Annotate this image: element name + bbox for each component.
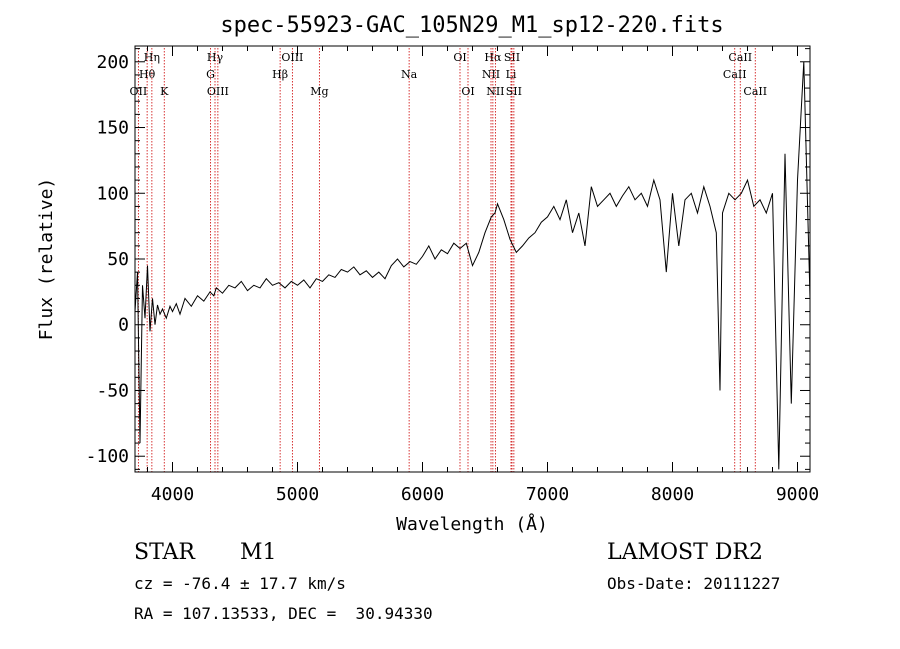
line-marker-label-21: CaII xyxy=(743,85,767,98)
line-marker-label-11: OI xyxy=(453,51,466,64)
coordinates-text: RA = 107.13533, DEC = 30.94330 xyxy=(134,604,433,623)
x-axis-label: Wavelength (Å) xyxy=(396,513,548,535)
line-marker-label-17: Li xyxy=(506,68,517,81)
line-marker-label-5: G xyxy=(206,68,215,81)
y-tick-label-4: 100 xyxy=(96,183,129,204)
y-axis-label: Flux (relative) xyxy=(36,178,57,341)
line-marker-label-13: Hα xyxy=(484,51,502,64)
x-tick-label-4: 8000 xyxy=(651,484,694,505)
x-tick-label-5: 9000 xyxy=(776,484,819,505)
line-marker-label-20: CaII xyxy=(723,68,747,81)
chart-title: spec-55923-GAC_105N29_M1_sp12-220.fits xyxy=(220,13,723,38)
line-marker-label-6: OIII xyxy=(207,85,229,98)
line-marker-label-10: Na xyxy=(401,68,418,81)
line-marker-label-14: NII xyxy=(482,68,500,81)
x-tick-label-1: 5000 xyxy=(276,484,319,505)
line-marker-label-4: Hγ xyxy=(207,51,224,64)
survey-name: LAMOST DR2 xyxy=(607,540,763,565)
spectrum-series-0 xyxy=(135,61,810,470)
plot-frame xyxy=(134,45,811,473)
line-marker-label-7: OIII xyxy=(281,51,303,64)
line-marker-label-18: SII xyxy=(506,85,522,98)
y-tick-label-5: 150 xyxy=(96,118,129,139)
line-marker-label-9: Mg xyxy=(310,85,328,98)
y-tick-label-0: -100 xyxy=(86,446,129,467)
line-marker-label-3: K xyxy=(160,85,169,98)
obs-date-text: Obs-Date: 20111227 xyxy=(607,574,781,593)
x-tick-label-3: 7000 xyxy=(526,484,569,505)
line-marker-label-1: Hθ xyxy=(139,68,156,81)
line-marker-label-0: Hη xyxy=(144,51,160,64)
line-marker-label-15: NII xyxy=(486,85,504,98)
line-marker-label-8: Hβ xyxy=(272,68,288,81)
object-class: STAR xyxy=(134,540,195,565)
x-tick-label-0: 4000 xyxy=(151,484,194,505)
line-marker-label-2: OII xyxy=(130,85,148,98)
line-marker-label-19: CaII xyxy=(728,51,752,64)
y-tick-label-6: 200 xyxy=(96,52,129,73)
y-tick-label-1: -50 xyxy=(96,380,129,401)
line-marker-label-16: SII xyxy=(504,51,520,64)
line-marker-label-12: OI xyxy=(461,85,474,98)
x-tick-label-2: 6000 xyxy=(401,484,444,505)
object-subclass: M1 xyxy=(240,540,277,565)
redshift-text: cz = -76.4 ± 17.7 km/s xyxy=(134,574,346,593)
y-tick-label-2: 0 xyxy=(118,315,129,336)
y-tick-label-3: 50 xyxy=(107,249,129,270)
